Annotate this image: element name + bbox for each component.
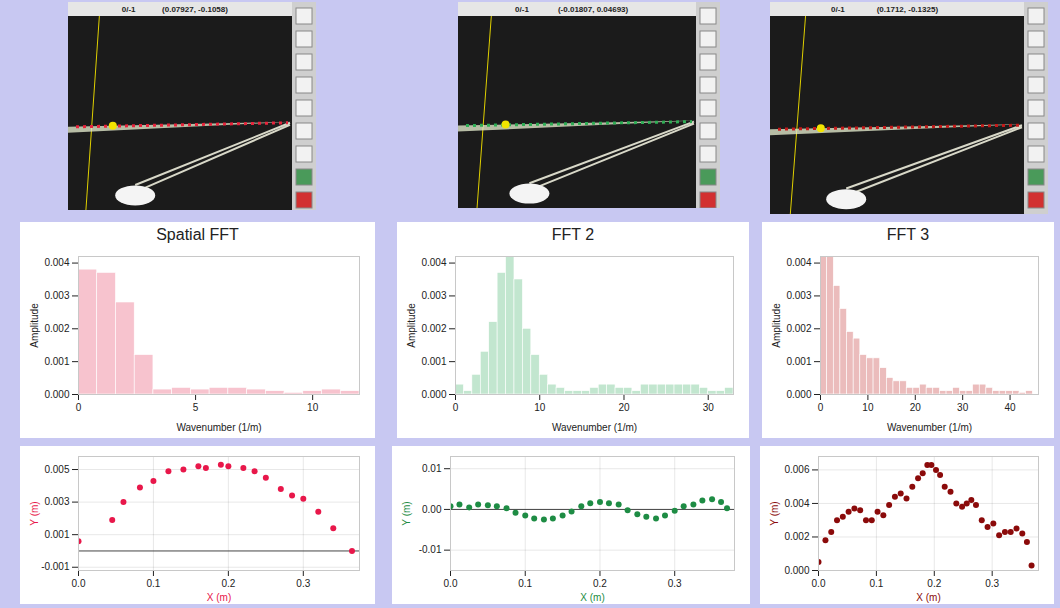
svg-text:0.003: 0.003 — [786, 290, 811, 301]
svg-text:30: 30 — [957, 402, 969, 413]
svg-text:0/-1: 0/-1 — [122, 5, 136, 14]
svg-text:Y (m): Y (m) — [29, 501, 40, 525]
svg-text:Wavenumber (1/m): Wavenumber (1/m) — [552, 422, 637, 433]
svg-text:0.004: 0.004 — [786, 257, 811, 268]
svg-text:0.001: 0.001 — [44, 356, 69, 367]
svg-text:20: 20 — [910, 402, 922, 413]
svg-text:0.003: 0.003 — [44, 496, 69, 507]
svg-text:0.00: 0.00 — [422, 504, 442, 515]
html-text:Spatial FFT: Spatial FFT — [156, 226, 239, 243]
html-text:FFT 3: FFT 3 — [886, 226, 930, 243]
svg-text:0.002: 0.002 — [44, 323, 69, 334]
svg-text:0.3: 0.3 — [296, 578, 310, 589]
svg-text:Wavenumber (1/m): Wavenumber (1/m) — [887, 422, 972, 433]
svg-text:0.000: 0.000 — [784, 565, 809, 576]
svg-text:0.000: 0.000 — [786, 389, 811, 400]
svg-text:10: 10 — [307, 402, 319, 413]
svg-text:0.3: 0.3 — [985, 578, 999, 589]
svg-text:0.2: 0.2 — [927, 578, 941, 589]
svg-text:0.001: 0.001 — [421, 356, 446, 367]
svg-text:Amplitude: Amplitude — [771, 303, 782, 348]
svg-text:0.1: 0.1 — [518, 578, 532, 589]
svg-text:Y (m): Y (m) — [769, 501, 780, 525]
svg-text:0.2: 0.2 — [593, 578, 607, 589]
html-text:FFT 2: FFT 2 — [551, 226, 595, 243]
svg-text:0.004: 0.004 — [44, 257, 69, 268]
svg-text:0.2: 0.2 — [221, 578, 235, 589]
svg-text:0.01: 0.01 — [422, 463, 442, 474]
svg-text:20: 20 — [618, 402, 630, 413]
svg-text:0.003: 0.003 — [421, 290, 446, 301]
svg-text:5: 5 — [193, 402, 199, 413]
svg-text:Wavenumber (1/m): Wavenumber (1/m) — [176, 422, 261, 433]
svg-text:0.002: 0.002 — [421, 323, 446, 334]
svg-text:0.001: 0.001 — [786, 356, 811, 367]
svg-text:Amplitude: Amplitude — [406, 303, 417, 348]
svg-text:0.004: 0.004 — [784, 498, 809, 509]
svg-text:0: 0 — [76, 402, 82, 413]
svg-text:X (m): X (m) — [580, 592, 604, 603]
svg-text:30: 30 — [703, 402, 715, 413]
svg-text:X (m): X (m) — [207, 592, 231, 603]
svg-text:(-0.01807, 0.04693): (-0.01807, 0.04693) — [558, 5, 629, 14]
svg-text:Y (m): Y (m) — [401, 501, 412, 525]
svg-text:Amplitude: Amplitude — [29, 303, 40, 348]
svg-text:10: 10 — [534, 402, 546, 413]
svg-text:0.000: 0.000 — [421, 389, 446, 400]
svg-text:0: 0 — [453, 402, 459, 413]
svg-text:0.3: 0.3 — [668, 578, 682, 589]
svg-text:0.0: 0.0 — [812, 578, 826, 589]
svg-text:0.004: 0.004 — [421, 257, 446, 268]
svg-text:(0.1712, -0.1325): (0.1712, -0.1325) — [877, 5, 939, 14]
svg-text:0.003: 0.003 — [44, 290, 69, 301]
svg-text:0.1: 0.1 — [146, 578, 160, 589]
svg-text:0.002: 0.002 — [784, 531, 809, 542]
svg-text:0/-1: 0/-1 — [515, 5, 529, 14]
svg-text:40: 40 — [1005, 402, 1017, 413]
svg-text:-0.001: -0.001 — [41, 561, 70, 572]
svg-text:-0.01: -0.01 — [419, 544, 442, 555]
svg-text:0.000: 0.000 — [44, 389, 69, 400]
svg-text:0.0: 0.0 — [72, 578, 86, 589]
svg-text:X (m): X (m) — [916, 592, 940, 603]
svg-text:10: 10 — [862, 402, 874, 413]
svg-text:0.005: 0.005 — [44, 464, 69, 475]
svg-text:0.1: 0.1 — [869, 578, 883, 589]
svg-text:(0.07927, -0.1058): (0.07927, -0.1058) — [162, 5, 228, 14]
svg-text:0.006: 0.006 — [784, 464, 809, 475]
svg-text:0/-1: 0/-1 — [831, 5, 845, 14]
svg-text:0: 0 — [818, 402, 824, 413]
svg-text:0.0: 0.0 — [444, 578, 458, 589]
svg-text:0.002: 0.002 — [786, 323, 811, 334]
svg-text:0.001: 0.001 — [44, 529, 69, 540]
